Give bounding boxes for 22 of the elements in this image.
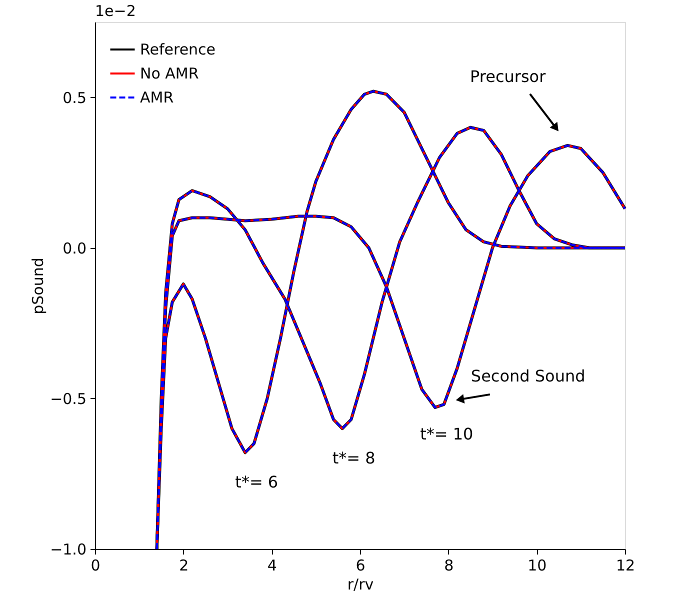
x-tick-label: 0 [90,556,100,574]
x-tick-label: 10 [528,556,547,574]
text: 1e−2 [95,2,136,20]
x-tick-label: 8 [444,556,454,574]
y-axis-title: pSound [29,258,48,314]
annotation: Second Sound [470,366,586,386]
y-tick-label: −0.5 [50,390,86,408]
annotation: Precursor [470,67,546,86]
legend-label: AMR [140,88,174,106]
annotation: t*= 10 [420,424,474,444]
annotation: t*= 6 [235,472,278,492]
legend-label: Reference [140,40,216,58]
x-tick-label: 12 [616,556,636,574]
y-tick-label: 0.0 [62,239,86,258]
y-tick-label: −1.0 [50,540,86,558]
legend-label: No AMR [140,64,199,82]
x-tick-label: 4 [267,556,277,574]
y-tick-label: 0.5 [62,88,86,107]
x-tick-label: 6 [356,556,366,574]
x-tick-label: 2 [179,556,189,574]
annotation: t*= 8 [332,448,376,468]
x-axis-title: r/rv [347,576,374,594]
